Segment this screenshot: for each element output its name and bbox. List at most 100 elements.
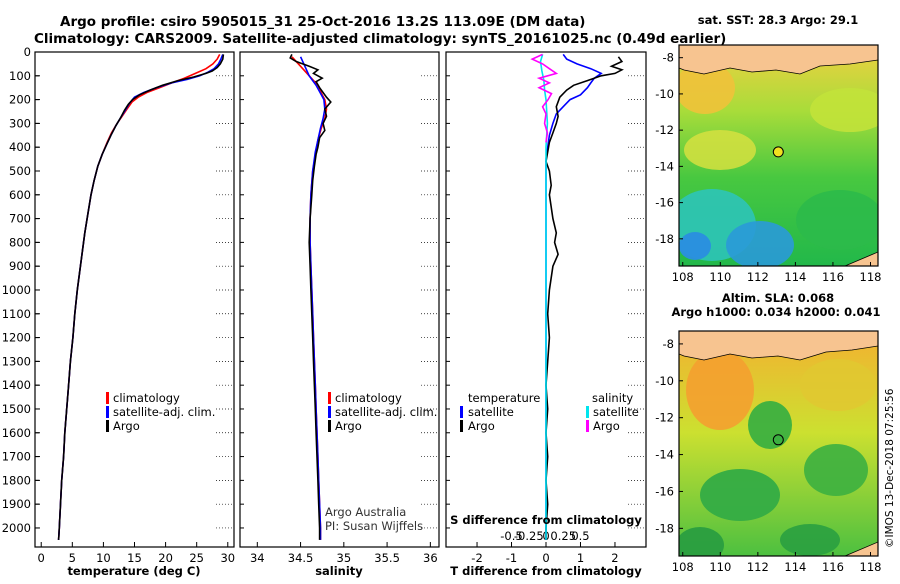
depth-tick-label: 400 [9, 140, 31, 154]
sla-map-frame [678, 330, 879, 557]
sla-low-patch [700, 469, 780, 521]
sst-map-axes: 108 110 112 114 116 118 -8 -10 -12 -14 -16 -18 [655, 51, 881, 284]
map-y-tick-label: -14 [655, 159, 674, 173]
depth-tick-label: 1200 [2, 331, 31, 345]
series-line-satellite-adj-clim [57, 54, 224, 540]
difference-panel: -2 -1 0 1 2-0.5-0.250 0.250.5 [446, 51, 646, 565]
x-tick-label: 35.5 [374, 551, 400, 565]
x-tick-label: 15 [127, 551, 142, 565]
legend-swatch-satellite [328, 406, 331, 418]
map-y-tick-label: -18 [655, 232, 674, 246]
legend-swatch-argo [106, 420, 109, 432]
map-y-tick-label: -12 [655, 123, 674, 137]
salinity-panel: 34 34.5 35 35.5 36 [240, 51, 439, 565]
series-line-climatology [291, 56, 328, 540]
legend-swatch-t-satellite [460, 406, 463, 418]
map-y-tick-label: -8 [663, 51, 674, 65]
x-tick-label: 0 [38, 551, 45, 565]
sla-low-patch [748, 401, 792, 449]
legend-s-argo: Argo [593, 419, 620, 433]
map-y-tick-label: -10 [655, 87, 674, 101]
depth-tick-label: 1700 [2, 450, 31, 464]
s-tick-label: -0.5 [500, 529, 522, 543]
map-y-tick-label: -16 [655, 196, 674, 210]
sst-map: 108 110 112 114 116 118 -8 -10 -12 -14 -16 -18 [655, 44, 881, 284]
legend-swatch-climatology [328, 392, 331, 404]
credit-line-2: PI: Susan Wijffels [325, 519, 423, 533]
series-line-salinity-satellite [539, 54, 549, 540]
x-tick-label: -2 [471, 551, 482, 565]
sst-map-frame [678, 44, 879, 267]
sla-map-title: Altim. SLA: 0.068 [722, 291, 834, 305]
legend-swatch-argo [328, 420, 331, 432]
header-line-1: Argo profile: csiro 5905015_31 25-Oct-20… [60, 14, 585, 30]
map-x-tick-label: 118 [860, 270, 882, 284]
series-line-climatology [57, 54, 221, 540]
map-x-tick-label: 114 [784, 560, 806, 574]
sst-warm-patch [810, 88, 878, 132]
depth-tick-label: 100 [9, 69, 31, 83]
legend-swatch-climatology [106, 392, 109, 404]
map-x-tick-label: 110 [709, 560, 731, 574]
depth-tick-label: 1600 [2, 426, 31, 440]
depth-tick-label: 1300 [2, 354, 31, 368]
argo-float-marker [772, 434, 784, 446]
depth-tick-label: 900 [9, 259, 31, 273]
legend-t-satellite: satellite [468, 405, 514, 419]
land-java [679, 331, 878, 361]
map-x-tick-label: 108 [672, 560, 694, 574]
map-x-tick-label: 110 [709, 270, 731, 284]
depth-tick-label: 600 [9, 188, 31, 202]
sst-warm-patch [684, 130, 756, 170]
depth-tick-label: 1100 [2, 307, 31, 321]
x-tick-label: 0 [542, 551, 549, 565]
sst-map-title: sat. SST: 28.3 Argo: 29.1 [698, 13, 858, 27]
legend-climatology: climatology [335, 391, 402, 405]
depth-tick-label: 200 [9, 93, 31, 107]
sla-low-patch [780, 524, 840, 556]
sla-high-patch [800, 359, 876, 411]
temperature-axis-label: temperature (deg C) [67, 564, 200, 578]
salinity-legend: climatology satellite-adj. clim. Argo [328, 391, 437, 433]
legend-swatch-t-argo [460, 420, 463, 432]
x-tick-label: -1 [506, 551, 517, 565]
legend-swatch-s-argo [586, 420, 589, 432]
legend-climatology: climatology [113, 391, 180, 405]
map-x-tick-label: 112 [747, 270, 769, 284]
legend-satellite: satellite-adj. clim. [335, 405, 437, 419]
sla-map-subtitle: Argo h1000: 0.034 h2000: 0.041 [671, 305, 880, 319]
s-tick-label: 0.5 [571, 529, 589, 543]
x-tick-label: 1 [577, 551, 584, 565]
x-tick-label: 25 [189, 551, 204, 565]
legend-s-satellite: satellite [593, 405, 639, 419]
land-australia [844, 541, 878, 556]
sst-cold-patch [726, 221, 794, 266]
sla-low-patch [804, 444, 868, 496]
x-tick-label: 36 [423, 551, 438, 565]
credit-line-1: Argo Australia [325, 505, 406, 519]
temperature-legend: climatology satellite-adj. clim. Argo [106, 391, 215, 433]
legend-temperature-title: temperature [468, 391, 540, 405]
argo-float-marker [772, 146, 784, 158]
depth-tick-label: 800 [9, 235, 31, 249]
depth-tick-label: 1800 [2, 473, 31, 487]
depth-tick-label: 0 [24, 45, 31, 59]
x-tick-label: 34 [250, 551, 265, 565]
x-tick-label: 10 [96, 551, 111, 565]
x-tick-label: 2 [611, 551, 618, 565]
x-tick-label: 34.5 [288, 551, 314, 565]
temperature-panel-frame [34, 51, 235, 548]
depth-tick-label: 1900 [2, 497, 31, 511]
x-tick-label: 30 [220, 551, 235, 565]
legend-t-argo: Argo [468, 419, 495, 433]
depth-axis: 0 100 200 300 400 500 600 700 800 900 1000 1100 1200… [2, 45, 40, 535]
s-tick-label: 0.25 [550, 529, 576, 543]
depth-tick-label: 1000 [2, 283, 31, 297]
sla-map: 108 110 112 114 116 118 -8 -10 -12 -14 -16 -18 [655, 330, 881, 574]
land-java [679, 45, 878, 75]
legend-salinity-title: salinity [592, 391, 633, 405]
legend-argo: Argo [113, 419, 140, 433]
map-x-tick-label: 116 [822, 560, 844, 574]
